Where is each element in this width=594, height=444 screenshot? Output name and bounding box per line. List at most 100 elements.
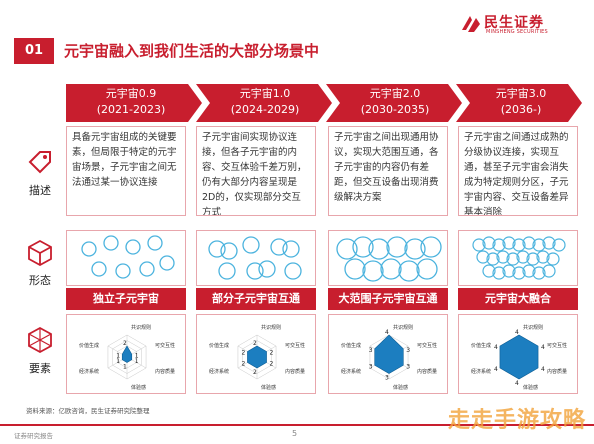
phase-name-3: 元宇宙2.0: [369, 87, 421, 100]
radar-value-label: 1: [123, 364, 127, 371]
radar-value-label: 2: [241, 350, 245, 357]
radar-box-3: 4 3 3 3 3 3 共识规则 可交互性 内容质量 体验感 经济系统 价值生成: [328, 314, 448, 394]
phase-name-1: 元宇宙0.9: [105, 87, 157, 100]
phase-chevron-2: [196, 84, 332, 122]
hexagon-network-icon: [28, 326, 52, 354]
form-row-label: 形态: [29, 274, 51, 287]
radar-value-shape: [374, 334, 404, 374]
watermark-text: 走走手游攻略: [447, 408, 586, 433]
radar-value-label: 2: [241, 361, 245, 368]
radar-axis-label: 共识规则: [523, 324, 543, 331]
radar-axis-label: 价值生成: [341, 342, 361, 349]
radar-value-label: 3: [369, 347, 373, 354]
phase-chevron-4: [456, 84, 582, 122]
radar-axis-label: 体验感: [523, 384, 538, 391]
phase-label-1: 元宇宙0.9 (2021-2023): [76, 86, 186, 118]
phase-timeline: 元宇宙0.9 (2021-2023) 元宇宙1.0 (2024-2029) 元宇…: [66, 84, 582, 122]
elements-row-header: 要素: [18, 326, 62, 376]
radar-value-label: 2: [253, 369, 257, 376]
radar-axis-label: 可交互性: [547, 342, 567, 349]
radar-value-label: 4: [541, 366, 545, 373]
phase-label-4: 元宇宙3.0 (2036-): [466, 86, 576, 118]
phase-period-4: (2036-): [500, 103, 542, 116]
radar-value-label: 1: [135, 358, 139, 365]
source-note: 资料来源：亿欧咨询，民生证券研究院整理: [26, 407, 150, 415]
radar-value-label: 3: [406, 347, 410, 354]
describe-row-label: 描述: [29, 184, 51, 197]
radar-value-shape: [499, 334, 539, 380]
partially-connected-circles-diagram: [208, 236, 302, 280]
radar-axis-label: 经济系统: [341, 368, 361, 375]
radar-value-label: 4: [515, 380, 519, 387]
radar-value-shape: [247, 345, 267, 369]
radar-axis-label: 经济系统: [209, 368, 229, 375]
description-4: 子元宇宙之间通过成熟的分级协议连接，实现互通，甚至子元宇宙会消失成为特定规则分区…: [458, 126, 578, 216]
radar-axis-label: 可交互性: [155, 342, 175, 349]
radar-axis-label: 经济系统: [471, 368, 491, 375]
fused-circles-diagram: [472, 236, 566, 280]
phase-chevron-1: [66, 84, 202, 122]
radar-axis-label: 体验感: [393, 384, 408, 391]
radar-axis-label: 共识规则: [393, 324, 413, 331]
radar-box-2: 2 2 2 2 2 2 共识规则 可交互性 内容质量 体验感 经济系统 价值生成: [196, 314, 316, 394]
logo-text-cn: 民生证券: [484, 15, 544, 31]
radar-value-label: 4: [541, 344, 545, 351]
radar-value-label: 2: [270, 350, 274, 357]
radar-axis-label: 内容质量: [285, 368, 305, 375]
radar-value-shape: [121, 345, 133, 363]
radar-value-label: 4: [494, 344, 498, 351]
phase-name-4: 元宇宙3.0: [495, 87, 547, 100]
radar-axis-label: 可交互性: [285, 342, 305, 349]
radar-axis-label: 体验感: [261, 384, 276, 391]
form-diagram-1: [66, 230, 186, 286]
radar-axis-label: 内容质量: [417, 368, 437, 375]
radar-axis-label: 经济系统: [79, 368, 99, 375]
radar-value-label: 1: [135, 352, 139, 359]
radar-axis-label: 体验感: [131, 384, 146, 391]
phase-period-2: (2024-2029): [230, 103, 300, 116]
radar-axis-label: 共识规则: [131, 324, 151, 331]
radar-value-label: 4: [494, 366, 498, 373]
footer-divider: [0, 424, 594, 426]
form-diagram-4: [458, 230, 578, 286]
radar-value-label: 1: [116, 352, 120, 359]
form-label-3: 大范围子元宇宙互通: [328, 288, 448, 310]
radar-value-label: 4: [385, 329, 389, 336]
phase-period-1: (2021-2023): [96, 103, 166, 116]
radar-axis-label: 共识规则: [261, 324, 281, 331]
describe-row-header: 描述: [18, 148, 62, 198]
footer-report-label: 证券研究报告: [14, 432, 53, 440]
phase-period-3: (2030-2035): [360, 103, 430, 116]
radar-axis-label: 内容质量: [155, 368, 175, 375]
radar-value-label: 1: [116, 358, 120, 365]
description-2: 子元宇宙间实现协议连接，但各子元宇宙的内容、交互体验千差万别，仍有大部分内容呈现…: [196, 126, 316, 216]
phase-label-2: 元宇宙1.0 (2024-2029): [210, 86, 320, 118]
radar-axis-label: 价值生成: [471, 342, 491, 349]
radar-axis-label: 内容质量: [547, 368, 567, 375]
radar-value-label: 4: [515, 329, 519, 336]
radar-axis-label: 价值生成: [209, 342, 229, 349]
section-number-badge: 01: [14, 38, 54, 64]
form-label-1: 独立子元宇宙: [66, 288, 186, 310]
description-1: 具备元宇宙组成的关键要素，但局限于特定的元宇宙场景，子元宇宙之间无法通过某一协议…: [66, 126, 186, 216]
minsheng-logo-icon: [462, 16, 480, 32]
logo-text-en: MINSHENG SECURITIES: [486, 29, 548, 35]
radar-box-1: 2 1 1 1 1 1 共识规则 可交互性 内容质量 体验感 经济系统 价值生成: [66, 314, 186, 394]
phase-chevrons: [66, 84, 582, 122]
radar-value-label: 2: [270, 361, 274, 368]
form-label-2: 部分子元宇宙互通: [196, 288, 316, 310]
radar-axis-label: 价值生成: [79, 342, 99, 349]
form-row-header: 形态: [18, 238, 62, 288]
widely-connected-circles-diagram: [336, 236, 442, 282]
cube-icon: [28, 239, 52, 267]
minsheng-logo: 民生证券 MINSHENG SECURITIES: [460, 12, 580, 36]
description-3: 子元宇宙之间出现通用协议，实现大范围互通，各子元宇宙的内容仍有差距，但交互设备出…: [328, 126, 448, 216]
phase-name-2: 元宇宙1.0: [239, 87, 291, 100]
form-diagram-2: [196, 230, 316, 286]
page-number: 5: [292, 429, 298, 438]
isolated-circles-diagram: [81, 235, 175, 279]
